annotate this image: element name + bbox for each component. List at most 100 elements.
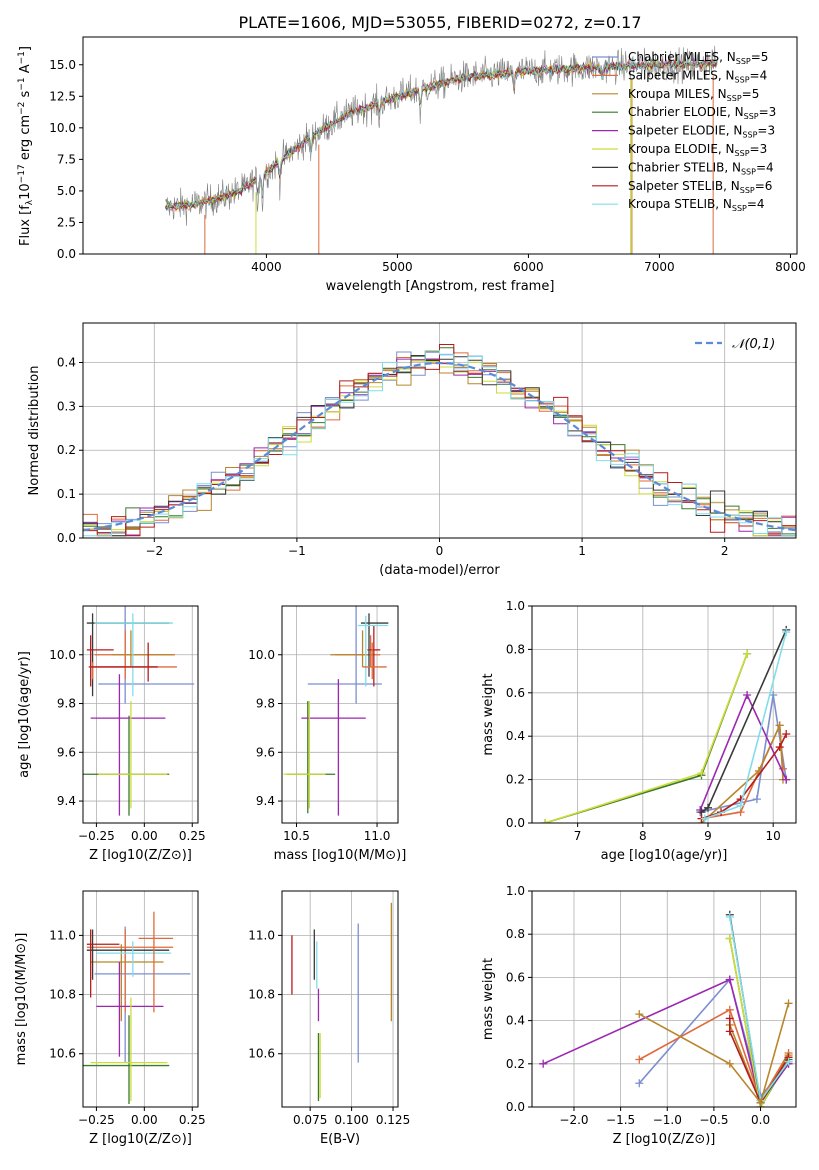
y-tick-label: 10.8 bbox=[248, 988, 275, 1002]
x-axis-label: age [log10(age/yr)] bbox=[601, 848, 728, 863]
y-axis-label: mass weight bbox=[481, 673, 496, 755]
weight-marker bbox=[756, 1098, 765, 1107]
y-tick-label: 0.6 bbox=[506, 686, 525, 700]
y-tick-label: 0.2 bbox=[506, 773, 525, 787]
normal-curve bbox=[83, 361, 796, 532]
spectrum-legend: Chabrier MILES, NSSP=5 Salpeter MILES, NS… bbox=[592, 50, 776, 213]
weight-marker bbox=[725, 912, 734, 921]
y-tick-label: 15.0 bbox=[49, 58, 76, 72]
weight-marker bbox=[782, 730, 791, 739]
y-tick-label: 1.0 bbox=[506, 599, 525, 613]
weight-marker bbox=[700, 814, 709, 823]
weight-marker bbox=[725, 1005, 734, 1014]
weight-line-4 bbox=[542, 978, 790, 1105]
legend-label-7: Salpeter STELIB, NSSP=6 bbox=[628, 179, 772, 195]
axes-frame bbox=[531, 605, 797, 824]
y-tick-label: 12.5 bbox=[49, 89, 76, 103]
y-tick-label: 2.5 bbox=[57, 215, 76, 229]
y-tick-label: 10.0 bbox=[248, 648, 275, 662]
x-tick-label: 0.100 bbox=[334, 1113, 368, 1127]
y-tick-label: 0.3 bbox=[57, 399, 76, 413]
weight-marker bbox=[743, 690, 752, 699]
y-tick-label: 10.6 bbox=[49, 1047, 76, 1061]
y-tick-label: 10.0 bbox=[49, 121, 76, 135]
legend-label-1: Salpeter MILES, NSSP=4 bbox=[628, 68, 767, 84]
y-tick-label: 0.4 bbox=[506, 729, 525, 743]
y-tick-label: 0.0 bbox=[506, 816, 525, 830]
y-axis-label: age [log10(age/yr)] bbox=[17, 651, 32, 778]
legend-label-6: Chabrier STELIB, NSSP=4 bbox=[628, 160, 774, 176]
weight-marker bbox=[697, 769, 706, 778]
weight-marker bbox=[784, 1057, 793, 1066]
x-axis-label: Z [log10(Z/Z⊙)] bbox=[89, 848, 192, 863]
weight-marker bbox=[736, 801, 745, 810]
plot-area bbox=[282, 606, 398, 823]
x-tick-label: 9 bbox=[704, 829, 712, 843]
weight-line-3 bbox=[544, 653, 748, 823]
x-tick-label: −0.25 bbox=[78, 1113, 115, 1127]
x-tick-label: 10 bbox=[766, 829, 781, 843]
weight-line-5 bbox=[544, 653, 748, 823]
chart-weight_vs_age: 7 8 9 10 0.0 0.2 0.4 0.6 0.8 1.0 age [log10(age/yr… bbox=[481, 599, 797, 863]
y-tick-label: 9.4 bbox=[57, 794, 76, 808]
y-tick-label: 5.0 bbox=[57, 184, 76, 198]
y-tick-label: 0.0 bbox=[57, 531, 76, 545]
x-tick-label: −0.5 bbox=[699, 1113, 728, 1127]
x-tick-label: 6000 bbox=[513, 260, 544, 274]
x-tick-label: 8 bbox=[639, 829, 647, 843]
axes-frame bbox=[82, 36, 798, 255]
weight-marker bbox=[775, 743, 784, 752]
x-tick-label: −2 bbox=[145, 544, 163, 558]
weight-marker bbox=[725, 1014, 734, 1023]
x-axis-label: Z [log10(Z/Z⊙)] bbox=[613, 1132, 716, 1147]
y-tick-label: 0.4 bbox=[506, 1014, 525, 1028]
axes-frame bbox=[82, 322, 797, 539]
weight-line-9 bbox=[638, 1003, 790, 1105]
weight-line-8 bbox=[729, 916, 790, 1103]
y-tick-label: 9.8 bbox=[256, 697, 275, 711]
axes-frame bbox=[82, 890, 199, 1108]
axes-frame bbox=[281, 890, 399, 1108]
weight-marker bbox=[725, 1027, 734, 1036]
y-axis-label: mass weight bbox=[481, 958, 496, 1040]
weight-line-1 bbox=[638, 1008, 790, 1103]
y-axis-label: Flux [fλ10−17 erg cm−2 s−1 A−1] bbox=[17, 46, 35, 246]
legend-label-3: Chabrier ELODIE, NSSP=3 bbox=[628, 105, 776, 121]
x-tick-label: 7 bbox=[574, 829, 582, 843]
y-tick-label: 10.8 bbox=[49, 988, 76, 1002]
legend-label-2: Kroupa MILES, NSSP=5 bbox=[628, 87, 759, 103]
plot-area bbox=[83, 323, 796, 538]
y-tick-label: 1.0 bbox=[506, 884, 525, 898]
x-tick-label: 8000 bbox=[775, 260, 806, 274]
x-tick-label: 0.0 bbox=[751, 1113, 770, 1127]
x-tick-label: 0.125 bbox=[376, 1113, 410, 1127]
weight-marker bbox=[635, 1010, 644, 1019]
y-tick-label: 9.8 bbox=[57, 697, 76, 711]
chart-mass_vs_Z: −0.25 0.00 0.25 10.6 10.8 11.0 Z [log10(Z/Z⊙)]… bbox=[14, 890, 206, 1147]
y-tick-label: 0.0 bbox=[506, 1100, 525, 1114]
x-tick-label: −2.0 bbox=[559, 1113, 588, 1127]
x-tick-label: 5000 bbox=[382, 260, 413, 274]
model-line-8 bbox=[165, 58, 718, 212]
plot-area bbox=[532, 606, 796, 823]
weight-marker bbox=[752, 795, 761, 804]
y-tick-label: 0.8 bbox=[506, 642, 525, 656]
x-tick-label: 1 bbox=[578, 544, 586, 558]
y-tick-label: 10.0 bbox=[49, 648, 76, 662]
weight-marker bbox=[784, 999, 793, 1008]
plot-area bbox=[282, 891, 398, 1107]
weight-marker bbox=[782, 628, 791, 637]
x-axis-label: Z [log10(Z/Z⊙)] bbox=[89, 1132, 192, 1147]
x-tick-label: −1.0 bbox=[653, 1113, 682, 1127]
y-tick-label: 11.0 bbox=[248, 928, 275, 942]
legend-label-normal: 𝒩(0,1) bbox=[732, 337, 775, 352]
chart-weight_vs_Z: −2.0 −1.5 −1.0 −0.5 0.0 0.0 0.2 0.4 0.6 0.8 1.0 Z [… bbox=[481, 884, 797, 1147]
y-axis-label: mass [log10(M/M⊙)] bbox=[14, 933, 29, 1066]
x-tick-label: 0.00 bbox=[131, 1113, 158, 1127]
x-axis-label: E(B-V) bbox=[320, 1132, 360, 1147]
x-tick-label: −1 bbox=[288, 544, 306, 558]
y-tick-label: 0.4 bbox=[57, 355, 76, 369]
y-axis-label: Normed distribution bbox=[27, 366, 42, 496]
weight-marker bbox=[725, 975, 734, 984]
